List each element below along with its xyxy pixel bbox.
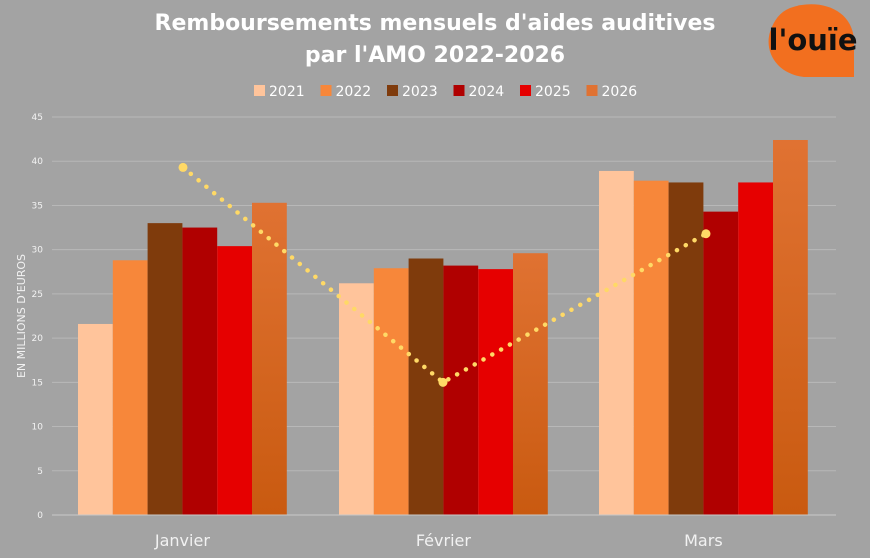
legend-swatch-2025 <box>520 85 531 96</box>
bar-2025-février <box>478 269 513 515</box>
legend-swatch-2024 <box>453 85 465 96</box>
trend-line-path <box>180 165 709 386</box>
legend-swatch-2021 <box>254 85 265 96</box>
bar-2025-janvier <box>217 246 252 515</box>
y-tick-label: 30 <box>32 246 44 256</box>
legend-swatch-2023 <box>387 85 398 96</box>
chart-title-line1: Remboursements mensuels d'aides auditive… <box>155 11 716 36</box>
y-tick-label: 35 <box>32 201 43 211</box>
y-tick-label: 45 <box>32 113 43 123</box>
x-tick-label: Janvier <box>154 531 210 550</box>
trend-point <box>178 162 188 172</box>
trend-line <box>178 162 711 387</box>
y-tick-label: 5 <box>37 467 43 477</box>
legend-label-2021: 2021 <box>269 84 305 100</box>
bar-2021-mars <box>599 170 634 515</box>
x-tick-label: Mars <box>684 531 723 550</box>
x-axis-ticks: Janvier Février Mars <box>154 531 723 550</box>
bar-2024-février <box>443 265 479 515</box>
bar-2024-janvier <box>182 227 218 516</box>
y-tick-label: 20 <box>32 334 44 344</box>
bar-2023-mars <box>668 182 704 515</box>
bar-2021-janvier <box>78 323 113 515</box>
bar-2022-janvier <box>112 260 148 515</box>
legend-swatch-2026 <box>586 85 598 96</box>
y-axis-label: EN MILLIONS D'EUROS <box>15 254 28 378</box>
legend-label-2026: 2026 <box>602 84 638 100</box>
logo-badge <box>768 4 854 77</box>
bar-2021-février <box>339 283 374 515</box>
y-axis-ticks: 0 5 10 15 20 25 30 35 40 45 <box>32 113 44 521</box>
y-tick-label: 0 <box>37 511 43 521</box>
y-tick-label: 15 <box>32 378 43 388</box>
legend-label-2023: 2023 <box>402 84 438 100</box>
x-tick-label: Février <box>416 531 472 550</box>
bar-2023-février <box>408 258 444 515</box>
logo: l'ouïe <box>769 4 858 77</box>
y-tick-label: 25 <box>32 290 43 300</box>
bar-2022-mars <box>633 180 669 515</box>
legend-label-2022: 2022 <box>336 84 372 100</box>
bar-2025-mars <box>738 182 773 515</box>
legend: 2021 2022 2023 2024 2025 2026 <box>254 84 637 100</box>
legend-swatch-2022 <box>320 85 332 96</box>
legend-label-2025: 2025 <box>535 84 571 100</box>
bar-2024-mars <box>703 211 739 515</box>
bar-2022-février <box>373 268 409 515</box>
y-tick-label: 40 <box>32 157 44 167</box>
bar-2026-janvier <box>252 202 287 515</box>
y-tick-label: 10 <box>32 423 44 433</box>
bar-2026-février <box>513 253 548 515</box>
logo-text: l'ouïe <box>769 23 858 57</box>
trend-point <box>701 229 711 239</box>
bars <box>78 139 808 516</box>
legend-label-2024: 2024 <box>469 84 505 100</box>
bar-2026-mars <box>773 139 808 516</box>
trend-point <box>438 377 448 387</box>
bar-2023-janvier <box>147 223 183 515</box>
chart-title-line2: par l'AMO 2022-2026 <box>305 43 565 68</box>
